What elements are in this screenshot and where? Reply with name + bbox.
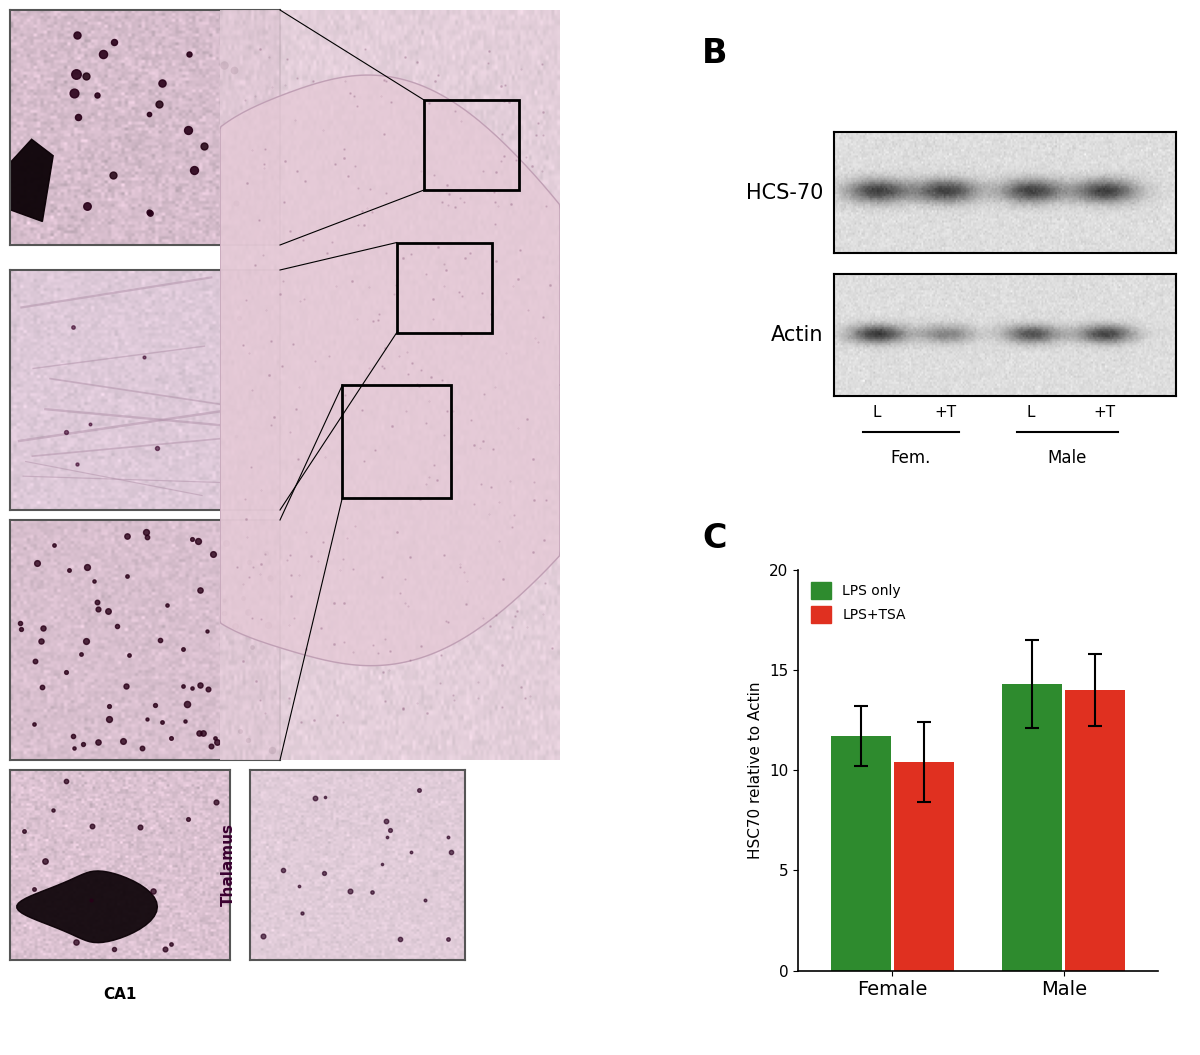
Bar [424,100,520,190]
Legend: LPS only, LPS+TSA: LPS only, LPS+TSA [805,577,912,629]
Bar [894,762,954,971]
Text: Actin: Actin [772,325,823,345]
Text: +T: +T [934,405,956,420]
Bar [830,736,890,971]
Polygon shape [220,75,560,666]
Text: B: B [702,37,727,70]
Text: L: L [1026,405,1034,420]
Bar [397,243,492,332]
Text: Thalamus: Thalamus [221,824,236,906]
Polygon shape [10,139,53,222]
Bar [342,385,451,498]
Text: +T: +T [1093,405,1115,420]
Text: HCS-70: HCS-70 [746,183,823,203]
Text: Male: Male [1048,449,1087,467]
Y-axis label: HSC70 relative to Actin: HSC70 relative to Actin [749,682,763,859]
Bar [1066,690,1126,971]
Text: C: C [702,522,726,555]
Polygon shape [17,871,157,943]
Text: L: L [872,405,881,420]
Text: CA1: CA1 [103,986,137,1001]
Bar [1002,684,1062,971]
Text: Fem.: Fem. [890,449,931,467]
